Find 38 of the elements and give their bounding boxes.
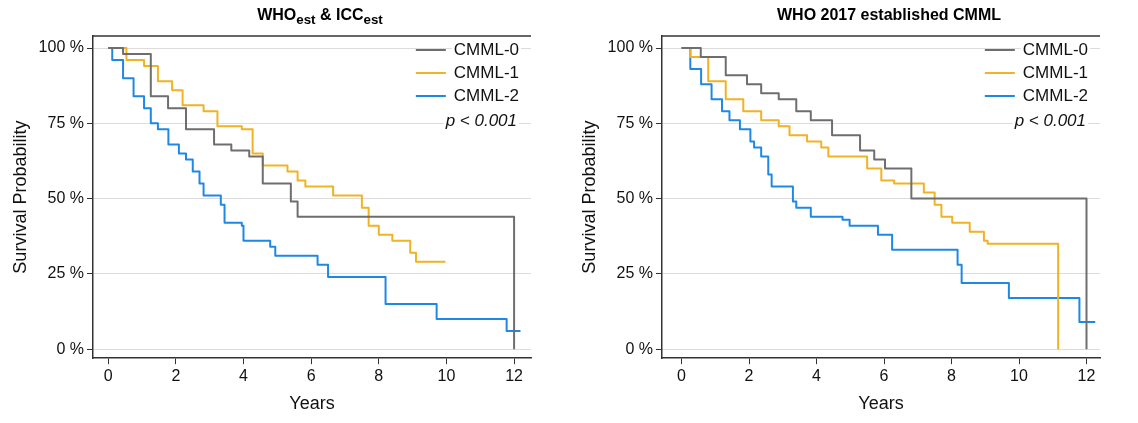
legend-label: CMML-1: [453, 62, 519, 82]
x-tick-label: 12: [505, 367, 524, 385]
legend-label: CMML-2: [453, 85, 519, 105]
x-tick-label: 2: [744, 367, 754, 385]
x-tick-label: 0: [103, 367, 113, 385]
y-tick-label: 0 %: [56, 339, 84, 357]
x-axis-title: Years: [858, 393, 904, 414]
legend-label: CMML-0: [453, 39, 519, 59]
annotation: p < 0.001: [1013, 110, 1086, 130]
annotation: p < 0.001: [444, 110, 517, 130]
x-tick-label: 12: [1077, 367, 1096, 385]
chart-title: WHO$_{est}$ & ICC$_{est}$: [256, 6, 384, 28]
y-axis-title: Survival Probability: [9, 120, 30, 274]
chart-title: WHO 2017 established CMML: [775, 6, 1002, 24]
x-tick-label: 6: [879, 367, 889, 385]
legend-label: CMML-2: [1022, 85, 1088, 105]
x-tick-label: 8: [374, 367, 384, 385]
y-tick-label: 50 %: [47, 189, 84, 207]
x-axis-title: Years: [289, 393, 335, 414]
x-tick-label: 10: [437, 367, 456, 385]
y-tick-label: 0 %: [625, 339, 653, 357]
x-tick-label: 0: [677, 367, 687, 385]
y-tick-label: 75 %: [47, 113, 84, 131]
y-tick-label: 100 %: [38, 38, 84, 56]
x-tick-label: 6: [306, 367, 316, 385]
x-tick-label: 10: [1010, 367, 1029, 385]
x-tick-label: 4: [239, 367, 249, 385]
x-tick-label: 4: [812, 367, 822, 385]
y-tick-label: 25 %: [47, 264, 84, 282]
y-tick-label: 25 %: [616, 264, 653, 282]
legend-label: CMML-0: [1022, 39, 1088, 59]
y-axis-title: Survival Probability: [578, 120, 599, 274]
x-tick-label: 8: [947, 367, 957, 385]
y-tick-label: 100 %: [607, 38, 653, 56]
y-tick-label: 50 %: [616, 189, 653, 207]
legend-label: CMML-1: [1022, 62, 1088, 82]
x-tick-label: 2: [171, 367, 181, 385]
y-tick-label: 75 %: [616, 113, 653, 131]
